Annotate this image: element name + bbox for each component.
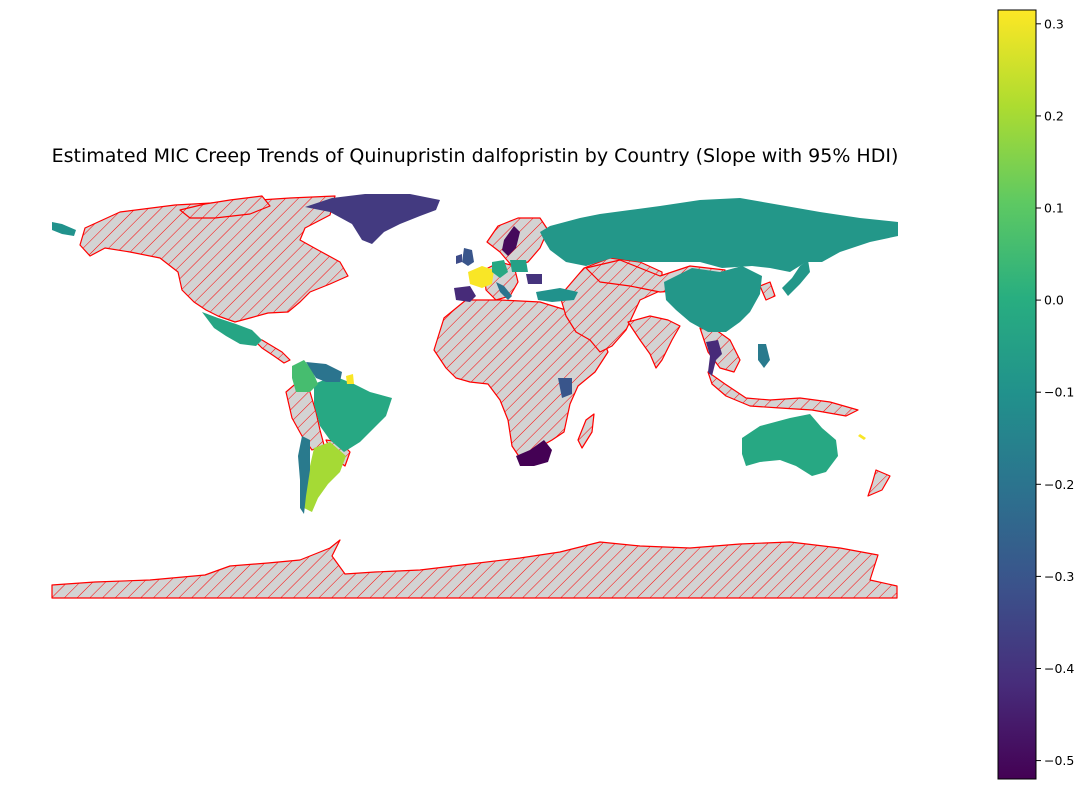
korea-no-data — [759, 281, 776, 301]
country-france — [468, 266, 494, 288]
country-italy — [496, 282, 512, 300]
arctic-islands-no-data — [179, 195, 271, 219]
antarctica-no-data — [51, 539, 898, 599]
country-united-kingdom — [462, 248, 474, 266]
country-kenya — [558, 378, 572, 398]
colorbar-tick-label: 0.0 — [1044, 293, 1064, 308]
country-russia — [540, 198, 898, 272]
world-map — [51, 194, 898, 599]
country-argentina — [304, 442, 346, 512]
colorbar-tick-label: −0.2 — [1044, 477, 1074, 492]
country-french-guiana — [346, 374, 354, 384]
country-philippines — [758, 344, 770, 368]
country-japan — [782, 260, 810, 296]
africa-north-no-data — [433, 299, 609, 459]
colorbar-gradient — [997, 9, 1037, 780]
colorbar: 0.3 0.2 0.1 0.0 −0.1 −0.2 −0.3 −0.4 −0.5 — [997, 9, 1074, 780]
country-colombia — [292, 360, 318, 392]
country-greenland — [305, 194, 440, 244]
country-alaska — [52, 222, 76, 236]
country-new-caledonia — [858, 434, 866, 440]
country-ireland — [456, 254, 462, 264]
country-poland — [510, 260, 528, 272]
colorbar-tick-label: 0.1 — [1044, 201, 1064, 216]
country-south-africa — [516, 440, 552, 466]
new-zealand-no-data — [867, 469, 891, 497]
colorbar-tick-label: −0.3 — [1044, 569, 1074, 584]
madagascar-no-data — [577, 413, 595, 449]
central-america-no-data — [251, 337, 291, 364]
country-chile — [298, 436, 310, 514]
country-romania — [526, 274, 542, 284]
colorbar-tick-label: −0.5 — [1044, 753, 1074, 768]
country-australia — [742, 414, 838, 476]
country-turkey — [536, 288, 578, 302]
colorbar-tick-label: 0.3 — [1044, 16, 1064, 31]
country-germany — [492, 260, 508, 278]
country-venezuela — [306, 362, 342, 382]
india-no-data — [627, 315, 681, 369]
country-sweden — [502, 226, 520, 256]
country-china — [664, 266, 762, 332]
country-brazil — [314, 376, 392, 452]
north-america-no-data — [79, 195, 349, 323]
colorbar-tick-label: −0.4 — [1044, 661, 1074, 676]
colorbar-tick-label: 0.2 — [1044, 108, 1064, 123]
map-title: Estimated MIC Creep Trends of Quinuprist… — [52, 145, 899, 167]
colorbar-tick-label: −0.1 — [1044, 385, 1074, 400]
country-spain — [454, 286, 476, 302]
country-thailand — [706, 340, 722, 376]
colorbar-ticks: 0.3 0.2 0.1 0.0 −0.1 −0.2 −0.3 −0.4 −0.5 — [1036, 16, 1074, 768]
country-mexico — [202, 312, 262, 346]
indonesia-no-data — [707, 371, 859, 417]
